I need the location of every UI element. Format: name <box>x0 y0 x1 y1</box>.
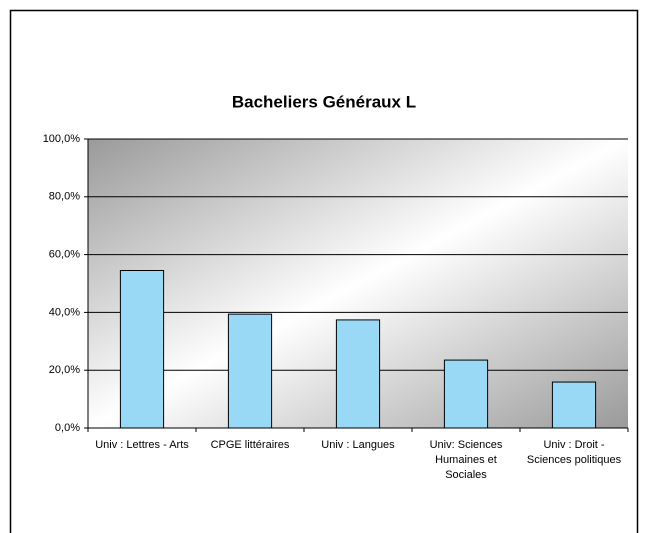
x-tick-label: Univ : Lettres - Arts <box>95 439 189 451</box>
x-tick-label: CPGE littéraires <box>210 439 290 451</box>
bar <box>335 319 381 429</box>
bar <box>119 269 165 429</box>
bar <box>551 381 597 429</box>
y-tick-label: 40,0% <box>49 306 80 318</box>
bar <box>227 313 273 429</box>
y-tick-label: 60,0% <box>49 249 80 261</box>
x-tick-label: Univ : Langues <box>321 439 395 451</box>
y-tick-label: 0,0% <box>55 422 80 434</box>
chart-title: Bacheliers Généraux L <box>232 92 416 111</box>
y-tick-label: 20,0% <box>49 364 80 376</box>
y-tick-label: 100,0% <box>43 133 81 145</box>
x-tick-label: Univ: Sciences Humaines et Sociales <box>429 439 503 481</box>
bar <box>443 359 489 429</box>
y-tick-label: 80,0% <box>49 191 80 203</box>
x-tick-label: Univ : Droit - Sciences politiques <box>526 439 622 466</box>
